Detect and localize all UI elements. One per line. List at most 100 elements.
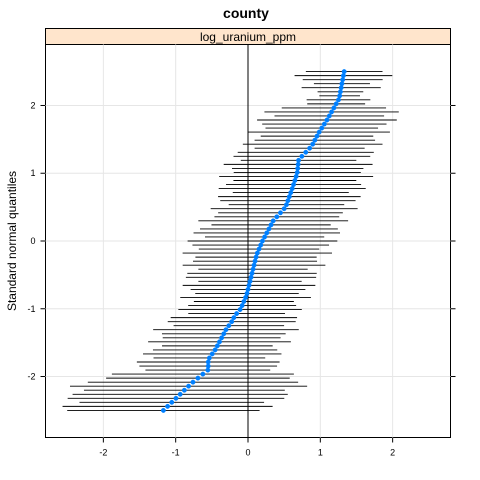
x-tick-label: 0 [245, 448, 250, 458]
data-point [190, 379, 196, 385]
data-point [248, 274, 254, 280]
tick-layer: -2 -1 0 1 2 -2 -1 0 1 2 [27, 100, 456, 458]
data-point [253, 254, 259, 260]
data-point [291, 182, 297, 187]
data-point [177, 391, 183, 397]
data-point [181, 387, 187, 393]
data-point [262, 234, 268, 240]
data-point [212, 347, 218, 353]
data-point [268, 222, 274, 228]
data-point [205, 363, 211, 369]
data-point [226, 323, 232, 329]
data-point [307, 145, 313, 151]
data-point [316, 129, 322, 135]
data-point [337, 89, 343, 95]
data-point [289, 186, 295, 192]
data-point [206, 355, 212, 361]
data-point [264, 230, 270, 236]
data-point [260, 238, 265, 244]
data-point [229, 319, 235, 325]
data-point [319, 125, 325, 131]
data-point [173, 395, 179, 401]
data-point [217, 339, 222, 345]
data-point [243, 295, 249, 300]
y-tick-label: 0 [30, 236, 35, 246]
data-point [221, 331, 227, 337]
data-point [295, 165, 301, 171]
data-point [195, 375, 201, 381]
data-point [247, 278, 253, 284]
data-point [336, 97, 341, 103]
data-point [278, 210, 283, 216]
data-point [340, 73, 346, 79]
x-tick-label: -2 [99, 448, 107, 458]
x-tick-label: 1 [318, 448, 323, 458]
data-point [205, 359, 211, 365]
data-point [324, 117, 330, 123]
data-point [329, 109, 335, 115]
data-point [296, 157, 302, 163]
data-point [303, 149, 309, 155]
data-point [299, 153, 305, 159]
data-point [333, 101, 339, 107]
data-point [312, 137, 318, 143]
data-point [251, 262, 257, 268]
data-point [231, 315, 237, 321]
data-point [281, 206, 287, 212]
data-point [326, 113, 332, 119]
data-point [339, 81, 345, 87]
y-tick-label: -2 [27, 372, 35, 382]
data-point [223, 327, 229, 333]
point-layer [160, 69, 347, 413]
data-point [205, 367, 211, 373]
data-point [293, 174, 299, 179]
data-point [285, 198, 291, 204]
data-point [244, 290, 250, 296]
x-tick-label: 2 [390, 448, 395, 458]
data-point [234, 311, 240, 317]
y-axis-label: Standard normal quantiles [5, 171, 19, 311]
data-point [292, 178, 298, 183]
data-point [341, 69, 347, 75]
data-point [200, 371, 206, 377]
data-point [239, 303, 245, 308]
data-point [340, 77, 346, 83]
data-point [252, 258, 258, 264]
data-point [331, 105, 337, 111]
data-point [219, 335, 225, 341]
data-point [249, 270, 255, 276]
data-point [338, 85, 344, 91]
data-point [295, 161, 301, 167]
data-point [241, 299, 247, 304]
data-point [250, 266, 256, 272]
data-point [284, 202, 289, 208]
data-point [286, 194, 292, 200]
y-tick-label: 2 [30, 100, 35, 110]
data-point [266, 226, 272, 232]
panel-label: log_uranium_ppm [200, 30, 296, 44]
data-point [314, 133, 320, 139]
data-point [321, 121, 327, 127]
data-point [165, 403, 171, 409]
data-point [245, 286, 251, 292]
data-point [258, 242, 264, 248]
data-point [274, 214, 280, 220]
data-point [209, 351, 215, 357]
data-point [246, 282, 252, 288]
data-point [186, 383, 192, 389]
y-tick-label: -1 [27, 304, 35, 314]
data-point [288, 190, 294, 196]
data-point [310, 141, 316, 147]
data-point [169, 399, 175, 405]
data-point [256, 246, 262, 252]
data-point [270, 218, 276, 224]
data-point [294, 169, 300, 175]
data-point [237, 307, 243, 313]
y-tick-label: 1 [30, 168, 35, 178]
data-point [337, 93, 343, 99]
data-point [160, 407, 166, 413]
x-tick-label: -1 [172, 448, 180, 458]
data-point [254, 250, 260, 256]
chart-title: county [223, 5, 269, 21]
